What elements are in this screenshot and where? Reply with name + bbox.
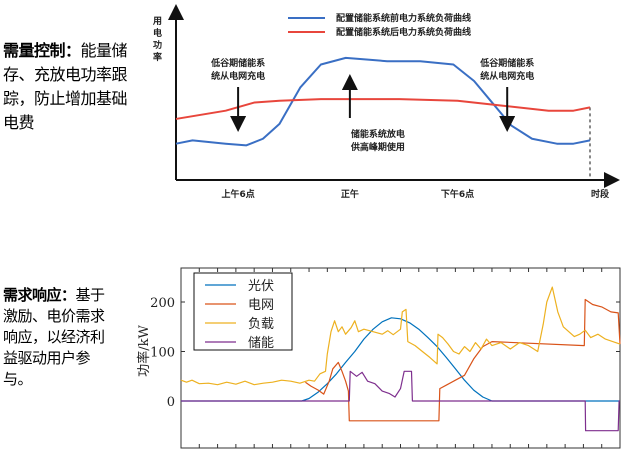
legend-label: 配置储能系统后电力系统负荷曲线	[336, 26, 471, 38]
annotation-text: 低谷期储能系	[479, 57, 534, 69]
series-line-0	[175, 56, 591, 147]
y-axis-label: 用电功率	[151, 16, 161, 64]
demand-response-text: 需求响应：基于激励、电价需求响应，以经济利益驱动用户参与。	[3, 285, 115, 390]
series-line-1	[175, 98, 591, 120]
demand-control-text: 需量控制：能量储存、充放电功率跟踪，防止增加基础电费	[3, 39, 131, 135]
demand-control-title: 需量控制：	[3, 41, 81, 60]
annotation-text: 低谷期储能系	[210, 57, 265, 69]
y-tick-label: 0	[167, 395, 175, 410]
y-tick-label: 200	[150, 296, 175, 311]
series-line-光伏	[181, 317, 620, 402]
series-line-电网	[305, 298, 621, 422]
legend-label: 储能	[248, 336, 274, 351]
annotation-text: 储能系统放电	[351, 128, 405, 140]
legend-label: 电网	[248, 298, 274, 313]
legend-label: 负载	[248, 317, 274, 332]
x-axis-label: 时段	[591, 188, 610, 200]
series-line-储能	[181, 370, 620, 432]
load-curve-diagram: 上午6点 正午 下午6点 时段 配置储能系统前电力系统负荷曲线配置储能系统后电力系统负荷…	[168, 4, 620, 200]
demand-response-body: 基于激励、电价需求响应，以经济利益驱动用户参与。	[3, 286, 105, 388]
x-tick-label: 下午6点	[441, 188, 474, 200]
x-tick-label: 上午6点	[221, 188, 254, 200]
legend-label: 配置储能系统前电力系统负荷曲线	[336, 12, 471, 24]
demand-control-body: 能量储存、充放电功率跟踪，防止增加基础电费	[3, 41, 128, 132]
y-axis-label: 功率/kW	[136, 325, 152, 377]
legend-label: 光伏	[248, 279, 274, 294]
demand-response-title: 需求响应：	[3, 286, 76, 304]
annotation-text: 统从电网充电	[480, 70, 534, 82]
annotation-text: 供高峰期使用	[350, 141, 405, 153]
y-tick-label: 100	[150, 346, 175, 361]
annotation-text: 统从电网充电	[211, 70, 265, 82]
legend-box	[193, 272, 293, 351]
series-line-负载	[180, 286, 621, 386]
x-tick-label: 正午	[341, 188, 359, 200]
